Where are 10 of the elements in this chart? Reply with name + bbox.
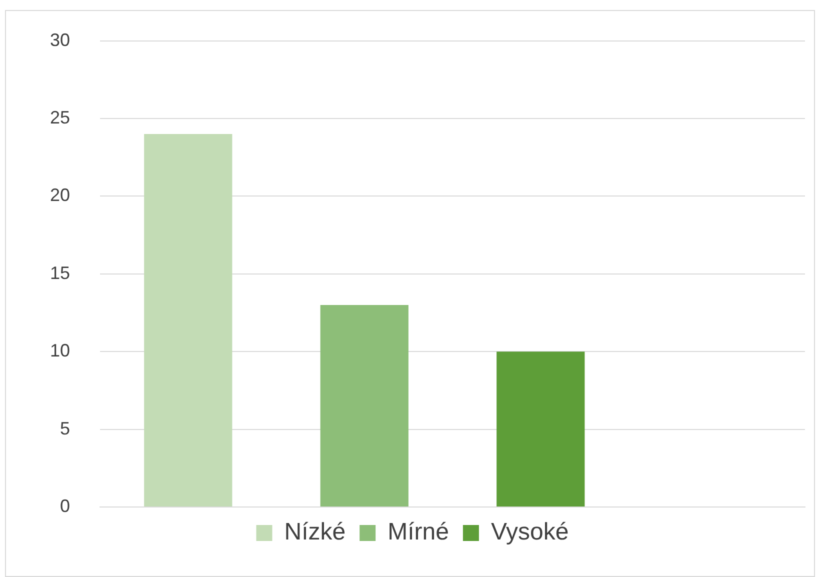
y-tick-label: 25 (50, 107, 70, 128)
legend-label: Vysoké (490, 518, 569, 546)
y-tick-label: 10 (50, 340, 70, 361)
y-tick-label: 5 (60, 418, 70, 438)
legend-label: Mírné (388, 518, 449, 546)
y-tick-label: 15 (50, 262, 70, 283)
y-tick-label: 0 (60, 496, 70, 516)
y-tick-label: 30 (50, 30, 70, 50)
legend-label: Nízké (284, 518, 346, 546)
y-tick-label: 20 (50, 185, 70, 206)
